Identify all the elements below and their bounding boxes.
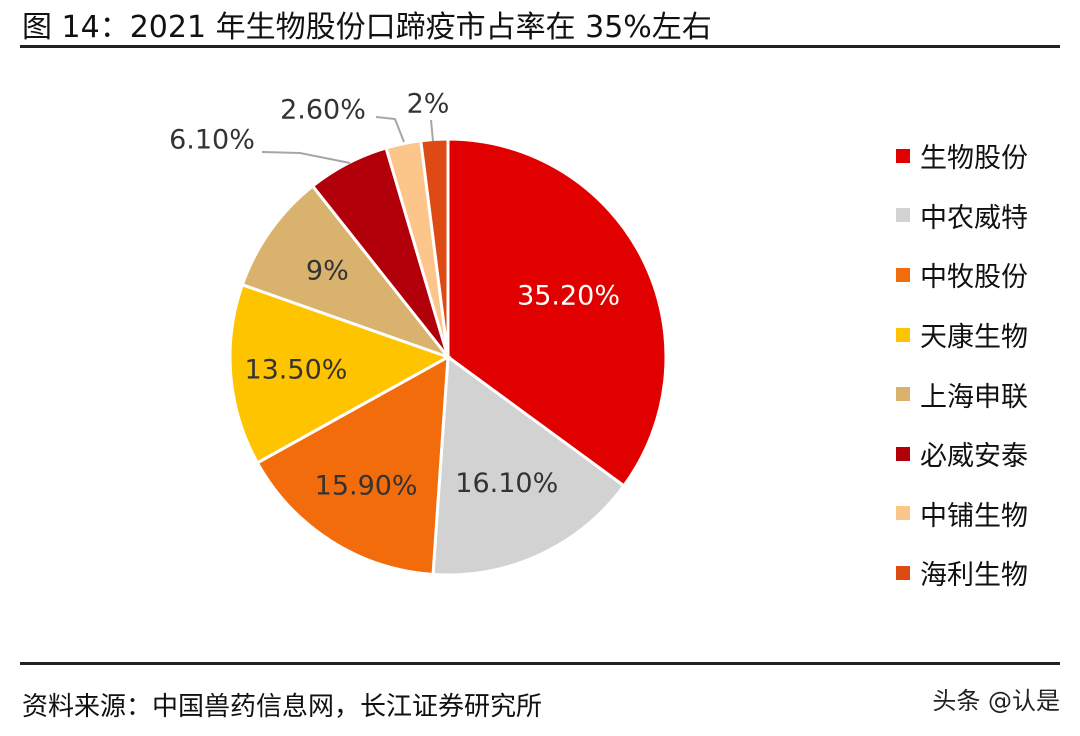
pie-slice-8 — [419, 137, 450, 358]
legend-swatch — [896, 387, 910, 402]
legend-label: 天康生物 — [920, 322, 1028, 354]
slice-label-4: 13.50% — [244, 354, 347, 385]
legend-label: 中铺生物 — [920, 500, 1028, 532]
legend-item-5: 上海申联 — [896, 364, 1028, 424]
legend-label: 海利生物 — [920, 560, 1028, 592]
legend-item-6: 必威安泰 — [896, 424, 1028, 484]
legend-swatch — [896, 446, 910, 461]
legend-item-8: 海利生物 — [896, 543, 1028, 603]
slice-label-3: 15.90% — [315, 470, 418, 501]
chart-legend: 生物股份中农威特中牧股份天康生物上海申联必威安泰中铺生物海利生物 — [896, 126, 1028, 603]
watermark: 头条 @认是 — [932, 687, 1060, 715]
pie-slice-4 — [228, 282, 452, 465]
leader-line-7 — [375, 116, 405, 143]
pie-chart: 35.20% 16.10% 15.90% 13.50% 9% 6.10% 2.60% 2% — [169, 89, 668, 577]
chart-title: 图 14：2021 年生物股份口蹄疫市占率在 35%左右 — [22, 10, 712, 45]
legend-label: 必威安泰 — [920, 441, 1028, 473]
title-divider — [20, 45, 1060, 48]
slice-label-5: 9% — [306, 255, 349, 286]
leader-line-8 — [430, 119, 434, 142]
legend-item-7: 中铺生物 — [896, 484, 1028, 544]
source-divider — [20, 662, 1060, 665]
pie-slice-2 — [431, 354, 626, 577]
legend-label: 中牧股份 — [920, 262, 1028, 294]
pie-slice-1 — [446, 137, 668, 488]
leader-line-6 — [261, 151, 351, 164]
slice-label-6: 6.10% — [169, 125, 255, 156]
legend-label: 上海申联 — [920, 381, 1028, 413]
legend-swatch — [896, 267, 910, 282]
legend-item-3: 中牧股份 — [896, 245, 1028, 305]
slice-label-2: 16.10% — [455, 468, 558, 499]
legend-item-4: 天康生物 — [896, 305, 1028, 365]
pie-slice-3 — [255, 354, 450, 577]
pie-slice-5 — [240, 183, 453, 361]
legend-item-2: 中农威特 — [896, 186, 1028, 246]
legend-swatch — [896, 208, 910, 223]
legend-swatch — [896, 148, 910, 163]
legend-item-1: 生物股份 — [896, 126, 1028, 186]
legend-swatch — [896, 327, 910, 342]
legend-swatch — [896, 506, 910, 521]
legend-swatch — [896, 565, 910, 580]
slice-label-8: 2% — [407, 89, 450, 120]
slice-label-7: 2.60% — [280, 95, 366, 126]
legend-label: 生物股份 — [920, 143, 1028, 175]
legend-label: 中农威特 — [920, 202, 1028, 234]
source-note: 资料来源：中国兽药信息网，长江证券研究所 — [22, 692, 543, 722]
slice-label-1: 35.20% — [517, 280, 620, 311]
